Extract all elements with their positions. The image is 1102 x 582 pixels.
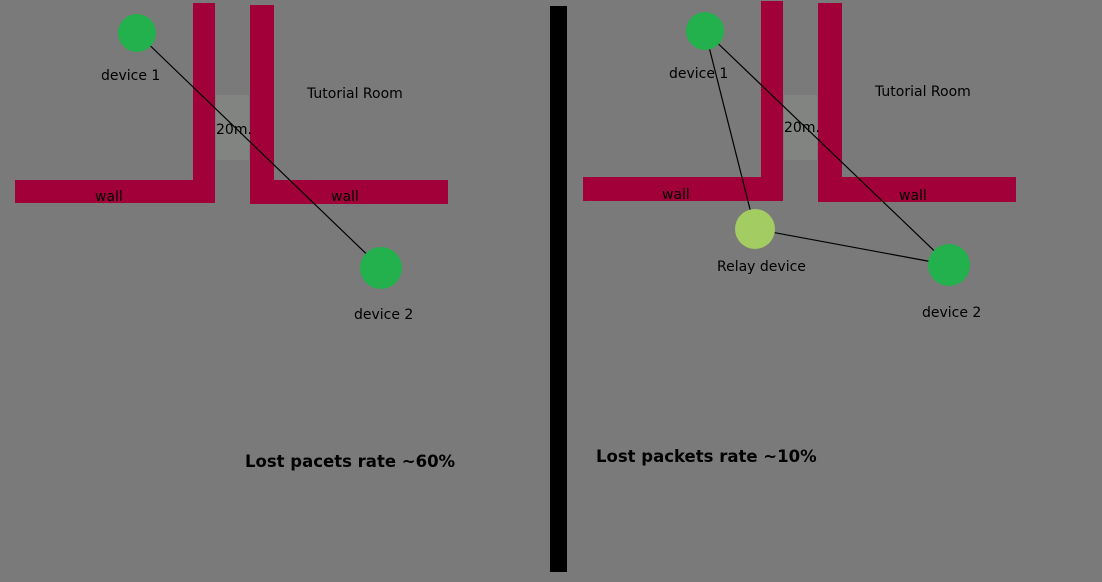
left-doorway — [216, 95, 249, 160]
left-wall-left-label: wall — [95, 189, 123, 205]
panel-divider — [550, 6, 567, 572]
left-wall-vertical-right — [250, 5, 274, 204]
right-device-2-label: device 2 — [922, 305, 981, 321]
right-panel: device 1 Relay device device 2 Tutorial … — [583, 1, 1016, 466]
right-rate-label: Lost packets rate ~10% — [596, 447, 817, 466]
right-device-1 — [686, 12, 724, 50]
right-link-device1-relay — [704, 30, 756, 230]
right-relay-device — [735, 209, 775, 249]
right-wall-horizontal-left — [583, 177, 783, 201]
left-panel: device 1 device 2 Tutorial Room 20m. wal… — [15, 3, 456, 471]
right-distance-label: 20m. — [784, 120, 820, 136]
right-wall-horizontal-right — [818, 177, 1016, 202]
left-distance-label: 20m. — [216, 122, 252, 138]
right-room-label: Tutorial Room — [874, 84, 971, 100]
right-link-device1-device2 — [704, 30, 950, 266]
right-wall-vertical-left — [761, 1, 783, 201]
right-device-2 — [928, 244, 970, 286]
left-wall-horizontal-left — [15, 180, 215, 203]
right-wall-right-label: wall — [899, 188, 927, 204]
right-device-1-label: device 1 — [669, 66, 728, 82]
left-device-1-label: device 1 — [101, 68, 160, 84]
left-device-2 — [360, 247, 402, 289]
left-wall-horizontal-right — [250, 180, 448, 204]
left-device-1 — [118, 14, 156, 52]
right-wall-vertical-right — [818, 3, 842, 202]
left-rate-label: Lost pacets rate ~60% — [245, 452, 456, 471]
left-room-label: Tutorial Room — [306, 86, 403, 102]
left-wall-right-label: wall — [331, 189, 359, 205]
left-wall-vertical-left — [193, 3, 215, 203]
right-doorway — [784, 95, 817, 160]
right-link-relay-device2 — [754, 228, 950, 266]
right-relay-label: Relay device — [717, 259, 806, 275]
left-device-2-label: device 2 — [354, 307, 413, 323]
right-wall-left-label: wall — [662, 187, 690, 203]
left-link-line — [136, 32, 382, 269]
